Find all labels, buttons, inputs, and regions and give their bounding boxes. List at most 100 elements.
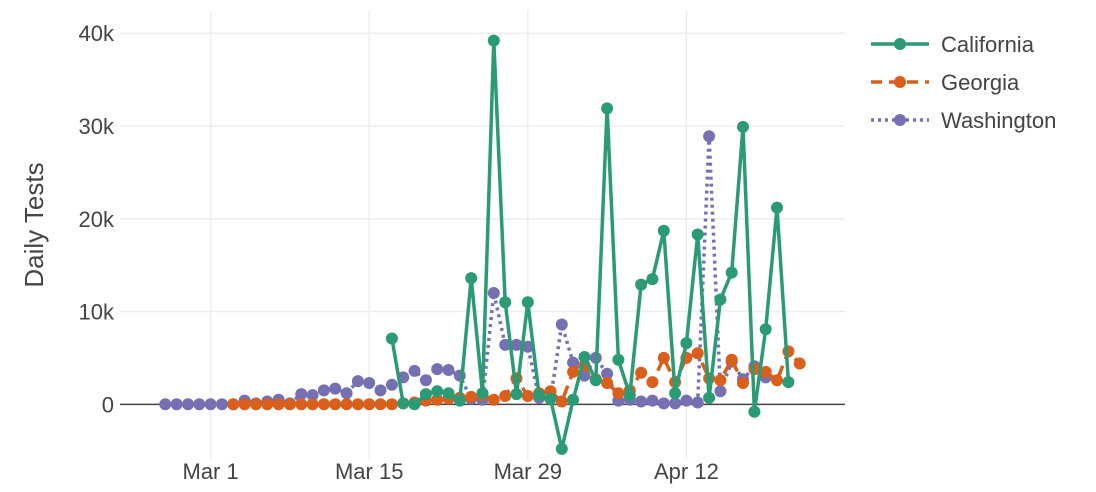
data-point[interactable] [691, 396, 704, 409]
data-point[interactable] [646, 394, 659, 407]
data-point[interactable] [578, 351, 591, 363]
data-point[interactable] [238, 398, 251, 411]
data-point[interactable] [703, 391, 716, 404]
data-point[interactable] [476, 387, 489, 400]
data-point[interactable] [646, 273, 659, 286]
data-point[interactable] [521, 390, 534, 402]
data-point[interactable] [510, 338, 523, 351]
data-point[interactable] [669, 397, 682, 410]
data-point[interactable] [589, 374, 602, 387]
data-point[interactable] [363, 398, 376, 411]
data-point[interactable] [329, 382, 342, 395]
data-point[interactable] [555, 395, 568, 408]
data-point[interactable] [419, 374, 432, 387]
data-point[interactable] [340, 387, 353, 400]
data-point[interactable] [567, 365, 580, 378]
data-point[interactable] [680, 337, 693, 350]
data-point[interactable] [635, 395, 648, 408]
data-point[interactable] [159, 398, 172, 411]
data-point[interactable] [510, 388, 523, 401]
data-point[interactable] [216, 398, 228, 411]
data-point[interactable] [782, 376, 795, 389]
data-point[interactable] [635, 278, 648, 291]
data-point[interactable] [374, 384, 387, 397]
data-point[interactable] [725, 353, 738, 366]
data-point[interactable] [487, 287, 500, 299]
data-point[interactable] [555, 318, 568, 331]
data-point[interactable] [521, 340, 534, 353]
data-point[interactable] [601, 367, 614, 380]
data-point[interactable] [306, 398, 319, 411]
data-point[interactable] [669, 387, 682, 400]
data-point[interactable] [691, 228, 704, 241]
data-point[interactable] [635, 366, 648, 379]
data-point[interactable] [623, 389, 636, 402]
data-point[interactable] [657, 351, 670, 364]
data-point[interactable] [363, 377, 376, 389]
data-point[interactable] [714, 374, 727, 387]
data-point[interactable] [533, 389, 546, 402]
data-point[interactable] [283, 398, 296, 411]
data-point[interactable] [759, 365, 772, 378]
legend[interactable]: California Georgia Washington [871, 32, 1056, 133]
data-point[interactable] [351, 375, 364, 388]
data-point[interactable] [771, 201, 783, 214]
data-point[interactable] [737, 120, 749, 133]
data-point[interactable] [385, 378, 398, 391]
data-point[interactable] [567, 356, 580, 369]
legend-item-washington[interactable]: Washington [871, 108, 1056, 133]
data-point[interactable] [759, 323, 772, 336]
legend-item-california[interactable]: California [871, 32, 1035, 57]
data-point[interactable] [170, 398, 183, 411]
data-point[interactable] [725, 266, 738, 279]
data-point[interactable] [385, 332, 398, 345]
data-point[interactable] [499, 296, 512, 309]
data-point[interactable] [703, 130, 716, 143]
data-point[interactable] [567, 393, 580, 406]
data-point[interactable] [714, 293, 727, 306]
data-point[interactable] [249, 398, 262, 411]
data-point[interactable] [431, 363, 444, 376]
data-point[interactable] [612, 353, 625, 366]
data-point[interactable] [601, 102, 614, 115]
data-point[interactable] [465, 272, 478, 285]
data-point[interactable] [612, 387, 625, 400]
data-point[interactable] [408, 364, 421, 377]
data-point[interactable] [317, 398, 330, 411]
data-point[interactable] [499, 390, 512, 402]
legend-item-georgia[interactable]: Georgia [871, 70, 1020, 95]
data-point[interactable] [408, 398, 421, 411]
data-point[interactable] [193, 398, 206, 411]
data-point[interactable] [657, 397, 670, 410]
data-point[interactable] [680, 394, 693, 407]
data-point[interactable] [499, 338, 512, 351]
data-point[interactable] [329, 398, 342, 411]
data-point[interactable] [646, 376, 659, 389]
data-point[interactable] [453, 394, 466, 407]
data-point[interactable] [771, 374, 783, 387]
data-point[interactable] [431, 385, 444, 398]
data-point[interactable] [714, 385, 727, 398]
data-point[interactable] [295, 398, 308, 411]
data-point[interactable] [272, 398, 285, 411]
data-point[interactable] [748, 405, 761, 418]
data-point[interactable] [657, 224, 670, 237]
data-point[interactable] [419, 388, 432, 401]
data-point[interactable] [204, 398, 217, 411]
data-point[interactable] [465, 390, 478, 403]
data-point[interactable] [691, 347, 704, 360]
data-point[interactable] [374, 398, 387, 411]
data-point[interactable] [351, 398, 364, 411]
data-point[interactable] [442, 387, 455, 400]
data-point[interactable] [737, 377, 749, 389]
data-point[interactable] [555, 442, 568, 455]
data-point[interactable] [397, 397, 410, 410]
data-point[interactable] [487, 393, 500, 406]
data-point[interactable] [544, 392, 557, 405]
data-point[interactable] [340, 398, 353, 411]
data-point[interactable] [793, 357, 806, 370]
data-point[interactable] [306, 389, 319, 402]
data-point[interactable] [385, 398, 398, 411]
data-point[interactable] [317, 384, 330, 397]
data-point[interactable] [261, 398, 274, 411]
